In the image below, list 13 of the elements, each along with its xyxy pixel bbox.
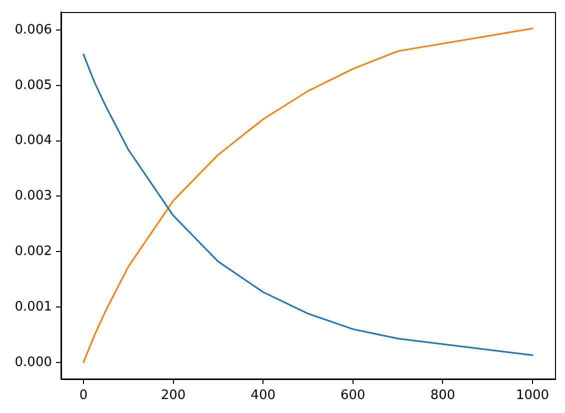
y-tick-label: 0.003 [14, 188, 52, 204]
y-tick-label: 0.001 [14, 299, 52, 314]
x-tick-label: 600 [340, 388, 366, 404]
y-tick-label: 0.000 [14, 354, 52, 370]
x-tick-label: 0 [79, 388, 88, 404]
y-tick-label: 0.002 [14, 244, 52, 259]
x-tick-label: 200 [160, 388, 186, 404]
x-tick-label: 1000 [516, 388, 550, 404]
x-tick-label: 400 [250, 388, 276, 404]
x-tick-label: 800 [430, 388, 456, 404]
y-tick-label: 0.006 [14, 22, 52, 38]
y-tick-label: 0.004 [14, 133, 52, 148]
y-tick-label: 0.005 [14, 78, 52, 93]
